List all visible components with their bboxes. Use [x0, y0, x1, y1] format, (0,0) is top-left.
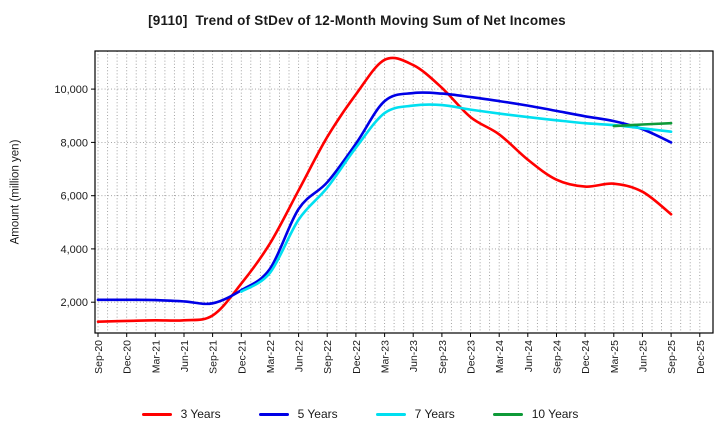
- y-tick-label: 10,000: [54, 84, 88, 96]
- x-tick-label: Sep-22: [322, 340, 334, 374]
- legend: 3 Years 5 Years 7 Years 10 Years: [0, 407, 720, 421]
- x-tick-label: Jun-23: [408, 340, 420, 372]
- x-tick-label: Mar-21: [150, 340, 162, 373]
- x-tick-label: Dec-25: [695, 340, 707, 374]
- x-tick-label: Jun-24: [523, 340, 535, 372]
- x-tick-label: Sep-23: [437, 340, 449, 374]
- series-10-years: [612, 121, 673, 128]
- x-tick-label: Mar-24: [494, 340, 506, 373]
- series-7-years: [240, 103, 673, 293]
- x-tick-label: Sep-24: [552, 340, 564, 374]
- x-tick-label: Jun-25: [637, 340, 649, 372]
- legend-swatch-10-years: [492, 412, 523, 416]
- x-tick-label: Dec-24: [580, 340, 592, 374]
- legend-swatch-5-years: [258, 412, 289, 416]
- y-tick-label: 4,000: [60, 244, 88, 256]
- axis-layer: 2,000 4,000 6,000 8,000 10,000 Sep-20 Dec-20 Ma…: [54, 84, 706, 374]
- legend-item-3-years: 3 Years: [141, 407, 221, 421]
- x-tick-label: Mar-25: [609, 340, 621, 373]
- legend-label-10-years: 10 Years: [531, 407, 579, 421]
- x-tick-label: Jun-22: [294, 340, 306, 372]
- x-tick-label: Jun-21: [179, 340, 191, 372]
- x-tick-label: Sep-20: [93, 340, 105, 374]
- x-tick-label: Dec-20: [122, 340, 134, 374]
- legend-swatch-7-years: [375, 412, 406, 416]
- legend-swatch-3-years: [141, 412, 172, 416]
- x-tick-label: Dec-22: [351, 340, 363, 374]
- series-5-years: [96, 91, 673, 306]
- y-tick-label: 2,000: [60, 297, 88, 309]
- legend-item-7-years: 7 Years: [375, 407, 455, 421]
- legend-item-10-years: 10 Years: [492, 407, 579, 421]
- grid-layer: [95, 51, 713, 333]
- legend-label-7-years: 7 Years: [414, 407, 455, 421]
- plot-border: [94, 50, 714, 334]
- legend-label-5-years: 5 Years: [297, 407, 338, 421]
- y-tick-label: 8,000: [60, 137, 88, 149]
- x-tick-label: Sep-21: [208, 340, 220, 374]
- chart-title: [9110] Trend of StDev of 12-Month Moving…: [148, 13, 566, 28]
- x-tick-label: Sep-25: [666, 340, 678, 374]
- series-3-years: [96, 56, 673, 323]
- legend-label-3-years: 3 Years: [180, 407, 221, 421]
- legend-item-5-years: 5 Years: [258, 407, 338, 421]
- x-tick-label: Dec-23: [466, 340, 478, 374]
- x-tick-label: Mar-22: [265, 340, 277, 373]
- x-tick-label: Mar-23: [380, 340, 392, 373]
- x-tick-label: Dec-21: [236, 340, 248, 374]
- y-tick-label: 6,000: [60, 191, 88, 203]
